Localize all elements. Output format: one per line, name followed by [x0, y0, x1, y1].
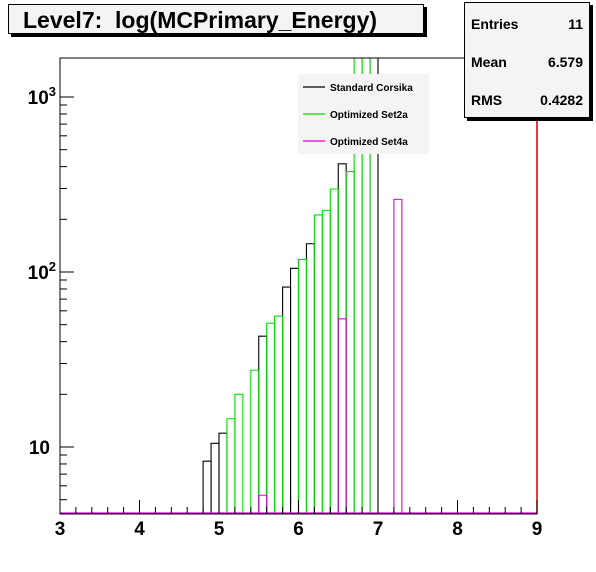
histogram-bin — [226, 418, 236, 513]
x-tick-label: 4 — [134, 519, 145, 540]
stats-row-mean: Mean 6.579 — [471, 54, 583, 74]
x-tick-label: 3 — [55, 519, 66, 540]
x-tick-label: 8 — [452, 519, 463, 540]
histogram-bin — [266, 322, 276, 513]
axes: 3 4 5 6 7 8 9 10 102 103 — [28, 57, 543, 540]
series-1 — [226, 58, 371, 513]
stats-box: Entries 11 Mean 6.579 RMS 0.4282 — [464, 2, 590, 118]
histogram-bin — [258, 335, 268, 513]
series-2 — [258, 198, 403, 513]
stats-mean-value: 6.579 — [547, 54, 583, 70]
histogram-bin — [329, 188, 339, 513]
stats-rms-label: RMS — [471, 92, 503, 108]
stats-entries-value: 11 — [568, 16, 583, 32]
x-tick-label: 9 — [532, 519, 543, 540]
histogram-bin — [345, 170, 355, 513]
x-tick-label: 7 — [373, 519, 384, 540]
y-tick-label: 10 — [29, 438, 50, 459]
histogram-bin — [210, 442, 220, 513]
y-tick-label: 103 — [28, 84, 56, 109]
legend-label: Standard Corsika — [330, 83, 413, 94]
histogram-bin — [234, 393, 244, 513]
chart-title: Level7: log(MCPrimary_Energy) — [23, 7, 378, 33]
x-tick-label: 5 — [214, 519, 225, 540]
histogram-bin — [297, 258, 307, 513]
histogram-bin — [393, 198, 403, 513]
histogram-bars — [60, 58, 537, 514]
histogram-bin — [218, 432, 228, 513]
histogram-bin — [313, 214, 323, 513]
chart-title-box: Level7: log(MCPrimary_Energy) — [8, 4, 424, 34]
histogram-bin — [321, 209, 331, 513]
histogram-bin — [202, 460, 212, 513]
stats-row-entries: Entries 11 — [471, 16, 583, 36]
x-tick-label: 6 — [293, 519, 304, 540]
stats-mean-label: Mean — [471, 54, 507, 70]
histogram-bin — [274, 315, 284, 513]
stats-rms-value: 0.4282 — [540, 92, 583, 108]
stats-row-rms: RMS 0.4282 — [471, 92, 583, 112]
legend: Standard Corsika Optimized Set2a Optimized… — [298, 74, 429, 154]
histogram-bin — [258, 494, 268, 513]
histogram-bin — [361, 58, 371, 513]
legend-label: Optimized Set2a — [330, 110, 408, 121]
histogram-bin — [282, 286, 292, 513]
stats-entries-label: Entries — [471, 16, 519, 32]
histogram-bin — [250, 369, 260, 513]
y-tick-label: 102 — [28, 259, 56, 284]
histogram-bin — [290, 267, 300, 513]
histogram-bin — [337, 163, 347, 513]
histogram-bin — [337, 318, 347, 513]
legend-label: Optimized Set4a — [330, 137, 408, 148]
histogram-bin — [305, 243, 315, 513]
